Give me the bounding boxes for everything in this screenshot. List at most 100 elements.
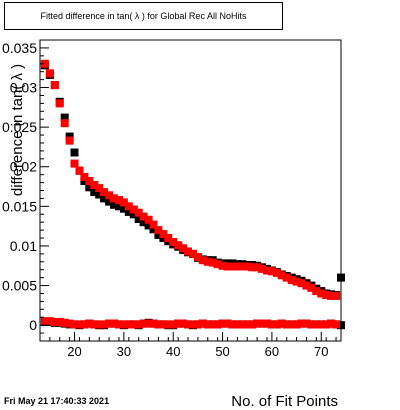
series-3-point — [95, 320, 104, 329]
series-1-point — [105, 191, 114, 200]
y-tick-label: 0.01 — [10, 238, 37, 254]
series-3-point — [40, 317, 49, 326]
series-1-point — [282, 273, 291, 282]
series-0-point — [105, 197, 114, 206]
series-3-point — [263, 319, 271, 328]
series-3-point — [277, 319, 286, 328]
x-tick-label: 50 — [215, 344, 229, 359]
series-3-point — [60, 318, 69, 327]
series-1-point — [198, 256, 207, 265]
series-3-point — [189, 320, 197, 329]
series-3-point — [312, 320, 321, 329]
series-3-point — [124, 320, 133, 329]
series-1-point — [55, 99, 64, 108]
series-3-point — [213, 320, 222, 329]
series-1-point — [139, 212, 148, 221]
y-tick-label: 0.02 — [10, 159, 37, 175]
series-3-point — [218, 319, 227, 328]
series-3-point — [307, 320, 316, 329]
series-1-point — [297, 279, 306, 288]
series-3-point — [119, 320, 128, 329]
series-1-point — [169, 238, 178, 246]
series-1-point — [327, 291, 336, 300]
series-3-point — [292, 320, 301, 329]
series-1-point — [223, 262, 232, 271]
series-1-point — [45, 69, 54, 78]
series-1-point — [129, 205, 138, 214]
series-1-point — [189, 249, 197, 258]
x-tick-label: 30 — [117, 344, 131, 359]
series-3-point — [198, 319, 207, 328]
series-1-point — [174, 241, 183, 250]
series-3-point — [287, 320, 296, 329]
series-1-point — [119, 198, 128, 207]
series-3-point — [55, 318, 64, 326]
series-3-point — [139, 319, 148, 328]
series-3-point — [233, 320, 242, 329]
series-3-point — [203, 320, 212, 329]
series-3-point — [297, 319, 306, 328]
series-0-point — [85, 183, 94, 192]
series-3-point — [169, 320, 178, 329]
y-axis-label: difference in tan( λ ) — [9, 64, 26, 196]
series-3-point — [322, 320, 331, 329]
data-marks — [40, 59, 345, 330]
y-tick-label: 0.03 — [10, 80, 37, 96]
series-3-point — [272, 320, 281, 329]
y-tick-label: 0.005 — [2, 278, 37, 294]
series-3-point — [253, 319, 262, 328]
series-0-point — [95, 190, 104, 199]
series-3-point — [258, 319, 266, 328]
datestamp: Fri May 21 17:40:33 2021 — [4, 396, 110, 406]
x-tick-label: 60 — [265, 344, 279, 359]
y-tick-label: 0 — [29, 317, 37, 333]
series-1-point — [149, 220, 158, 229]
series-0-point — [149, 225, 158, 234]
series-3-point — [248, 320, 257, 329]
series-3-point — [327, 319, 336, 328]
series-1-point — [258, 264, 266, 273]
series-3-point — [228, 320, 237, 329]
series-3-point — [184, 320, 192, 329]
series-1-point — [159, 230, 168, 239]
series-1-point — [302, 281, 311, 290]
series-0-point — [144, 221, 153, 230]
series-1-point — [213, 260, 222, 269]
series-1-point — [154, 226, 163, 235]
series-1-point — [322, 291, 331, 300]
x-tick-label: 40 — [166, 344, 180, 359]
series-3-point — [317, 320, 326, 329]
series-3-point — [65, 319, 74, 328]
series-0-point — [154, 230, 163, 239]
series-1-point — [272, 268, 281, 277]
series-1-point — [193, 253, 202, 261]
axes: 20 30 40 50 60 70 0 0.005 0.01 0.015 0.02 0.025 0.03… — [2, 39, 337, 359]
x-tick-label: 70 — [314, 344, 328, 359]
series-1-point — [228, 262, 237, 271]
x-axis-label: No. of Fit Points — [231, 393, 338, 410]
series-3-point — [282, 320, 291, 329]
series-3-point — [110, 319, 118, 328]
series-3-point — [174, 319, 183, 328]
series-0-point — [129, 210, 138, 219]
y-tick-label: 0.015 — [2, 198, 37, 214]
series-1-point — [248, 263, 257, 272]
y-tick-label: 0.035 — [2, 40, 37, 56]
series-1-point — [110, 194, 118, 203]
series-1-point — [263, 266, 271, 275]
series-3-point — [105, 319, 114, 328]
series-1-point — [124, 202, 133, 211]
series-3-point — [149, 319, 158, 328]
series-1-point — [332, 291, 341, 300]
series-1-point — [95, 184, 104, 193]
series-1-point — [292, 277, 301, 286]
series-3-point — [129, 320, 138, 329]
series-1-point — [40, 59, 49, 68]
series-3-point — [134, 320, 143, 329]
series-3-point — [208, 320, 217, 329]
series-0-point — [124, 207, 133, 216]
chart-title-box: Fitted difference in tan( λ ) for Global… — [4, 2, 283, 30]
series-1-point — [267, 267, 276, 276]
series-1-point — [90, 181, 99, 189]
